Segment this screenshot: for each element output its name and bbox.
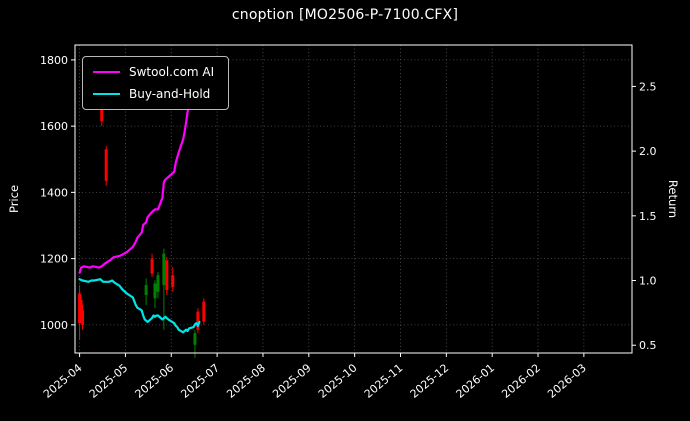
candle-body — [144, 285, 148, 296]
legend-line-swatch-ai — [93, 71, 120, 73]
y-tick-label-price: 1600 — [40, 120, 68, 133]
x-tick-label: 2025-12 — [408, 361, 452, 401]
legend-label-hold: Buy-and-Hold — [129, 87, 211, 101]
y-tick-label-price: 1200 — [40, 253, 68, 266]
plot-border — [74, 44, 633, 354]
legend-label-ai: Swtool.com AI — [129, 65, 215, 79]
legend-line-swatch-hold — [93, 93, 120, 95]
x-tick-label: 2026-01 — [454, 361, 498, 401]
y-tick-label-return: 1.5 — [639, 210, 657, 223]
candle-body — [79, 300, 83, 315]
x-tick-label: 2025-04 — [41, 361, 85, 401]
series-line-1 — [78, 278, 201, 334]
candle-body — [153, 283, 157, 299]
legend: Swtool.com AI Buy-and-Hold — [82, 56, 230, 110]
x-tick-label: 2025-05 — [87, 361, 131, 401]
candle-body — [165, 260, 169, 291]
candle-body — [171, 275, 175, 287]
x-tick-label: 2026-03 — [545, 361, 589, 401]
y-tick-label-return: 0.5 — [639, 339, 657, 352]
series-line-0 — [78, 60, 201, 274]
x-tick-label: 2025-07 — [178, 361, 222, 401]
y-tick-label-return: 2.0 — [639, 145, 657, 158]
y-tick-label-price: 1400 — [40, 186, 68, 199]
y-tick-label-price: 1000 — [40, 319, 68, 332]
y-tick-label-price: 1800 — [40, 54, 68, 67]
candle-body — [156, 275, 160, 292]
candle-body — [193, 333, 197, 345]
candle-body — [196, 311, 200, 330]
gridlines — [75, 45, 632, 353]
x-tick-label: 2025-06 — [133, 361, 177, 401]
x-tick-label: 2025-10 — [316, 361, 360, 401]
candle-body — [162, 253, 166, 286]
candle-body — [81, 309, 85, 325]
y-axis-label-return: Return — [666, 179, 680, 219]
legend-item-ai: Swtool.com AI — [93, 65, 214, 79]
x-tick-label: 2025-08 — [224, 361, 268, 401]
x-tick-label: 2025-11 — [362, 361, 406, 401]
candlesticks — [78, 93, 206, 358]
candle-body — [202, 301, 206, 322]
legend-item-hold: Buy-and-Hold — [93, 87, 214, 101]
x-tick-label: 2025-09 — [270, 361, 314, 401]
candle-body — [150, 258, 154, 274]
y-tick-label-return: 2.5 — [639, 80, 657, 93]
chart-title: cnoption [MO2506-P-7100.CFX] — [231, 7, 459, 23]
y-tick-label-return: 1.0 — [639, 275, 657, 288]
y-axis-label-price: Price — [7, 184, 21, 214]
candle-body — [104, 149, 108, 181]
x-tick-label: 2026-02 — [499, 361, 543, 401]
